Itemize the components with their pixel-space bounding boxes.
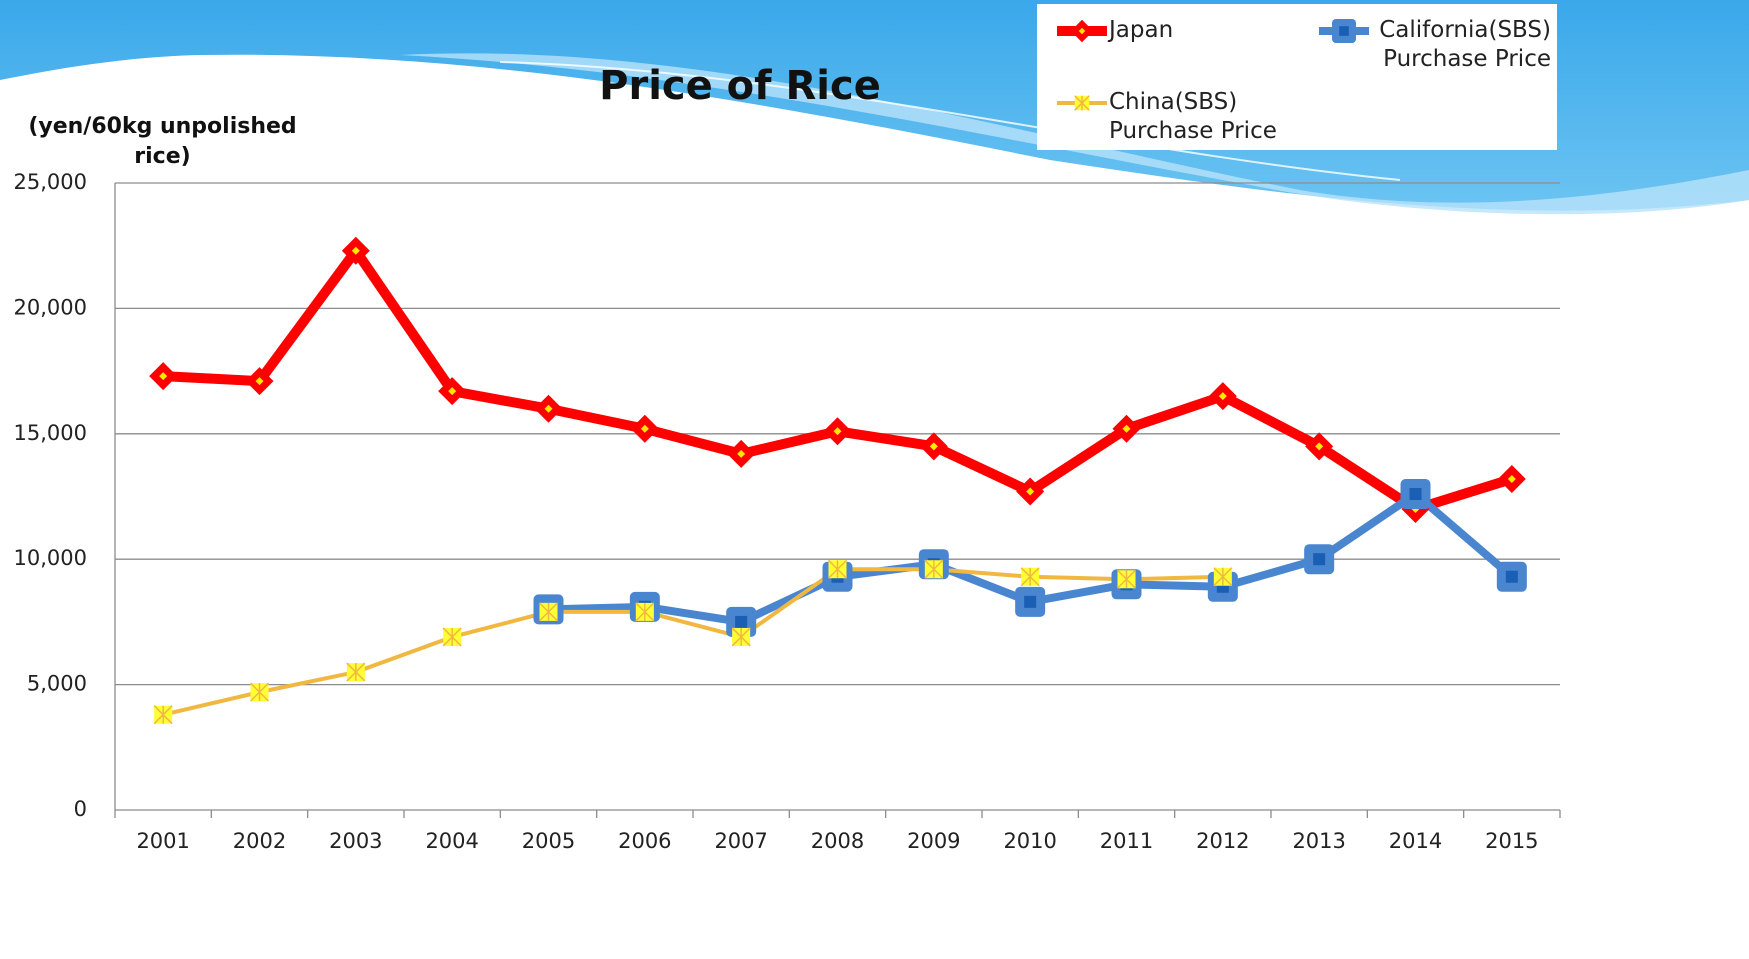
y-axis-label: (yen/60kg unpolished rice) [20,112,305,172]
marker-center [1506,571,1518,583]
x-tick-label: 2008 [811,829,864,853]
marker [727,440,755,468]
marker [925,560,943,578]
series-line [163,569,1223,714]
marker [540,603,558,621]
marker [1332,19,1356,43]
marker [443,628,461,646]
marker-center [1339,26,1349,36]
y-tick-label: 10,000 [14,546,87,570]
marker [1021,568,1039,586]
chart-title: Price of Rice [599,63,881,109]
marker [636,603,654,621]
marker [535,395,563,423]
legend-item: China(SBS) Purchase Price [1055,88,1289,146]
y-tick-label: 20,000 [14,295,87,319]
x-tick-label: 2011 [1100,829,1153,853]
marker-center [735,616,747,628]
x-tick-label: 2015 [1485,829,1538,853]
marker [1497,562,1527,592]
x-tick-label: 2002 [233,829,286,853]
x-tick-label: 2013 [1292,829,1345,853]
marker [732,628,750,646]
x-tick-label: 2006 [618,829,671,853]
legend-label: California(SBS) Purchase Price [1371,16,1551,74]
marker-center [1410,488,1422,500]
legend-item: California(SBS) Purchase Price [1317,16,1551,74]
page: {"chart_data": { "type": "line", "title"… [0,0,1749,959]
legend-item: Japan [1055,16,1289,46]
marker [251,683,269,701]
legend: Japan California(SBS) Purchase Price China… [1037,4,1557,150]
y-tick-label: 15,000 [14,421,87,445]
marker [829,560,847,578]
marker [1015,587,1045,617]
y-tick-label: 25,000 [14,170,87,194]
marker [1118,570,1136,588]
x-tick-label: 2007 [714,829,767,853]
marker [824,417,852,445]
x-tick-label: 2009 [907,829,960,853]
marker-center [1313,553,1325,565]
legend-swatch [1317,16,1371,46]
x-tick-label: 2010 [1003,829,1056,853]
x-tick-label: 2004 [425,829,478,853]
marker [631,415,659,443]
marker [1304,544,1334,574]
marker [1401,479,1431,509]
x-tick-label: 2005 [522,829,575,853]
x-tick-label: 2001 [136,829,189,853]
marker [1071,20,1093,42]
series-line [163,251,1512,509]
legend-label: China(SBS) Purchase Price [1109,88,1289,146]
y-tick-label: 5,000 [27,672,87,696]
marker [154,706,172,724]
y-tick-label: 0 [74,797,87,821]
marker [149,362,177,390]
legend-label: Japan [1109,16,1289,45]
marker [347,663,365,681]
legend-swatch [1055,16,1109,46]
marker [1075,96,1089,110]
x-tick-label: 2014 [1389,829,1442,853]
legend-swatch [1055,88,1109,118]
marker-center [1024,596,1036,608]
marker [1498,465,1526,493]
x-tick-label: 2012 [1196,829,1249,853]
marker [1214,568,1232,586]
x-tick-label: 2003 [329,829,382,853]
